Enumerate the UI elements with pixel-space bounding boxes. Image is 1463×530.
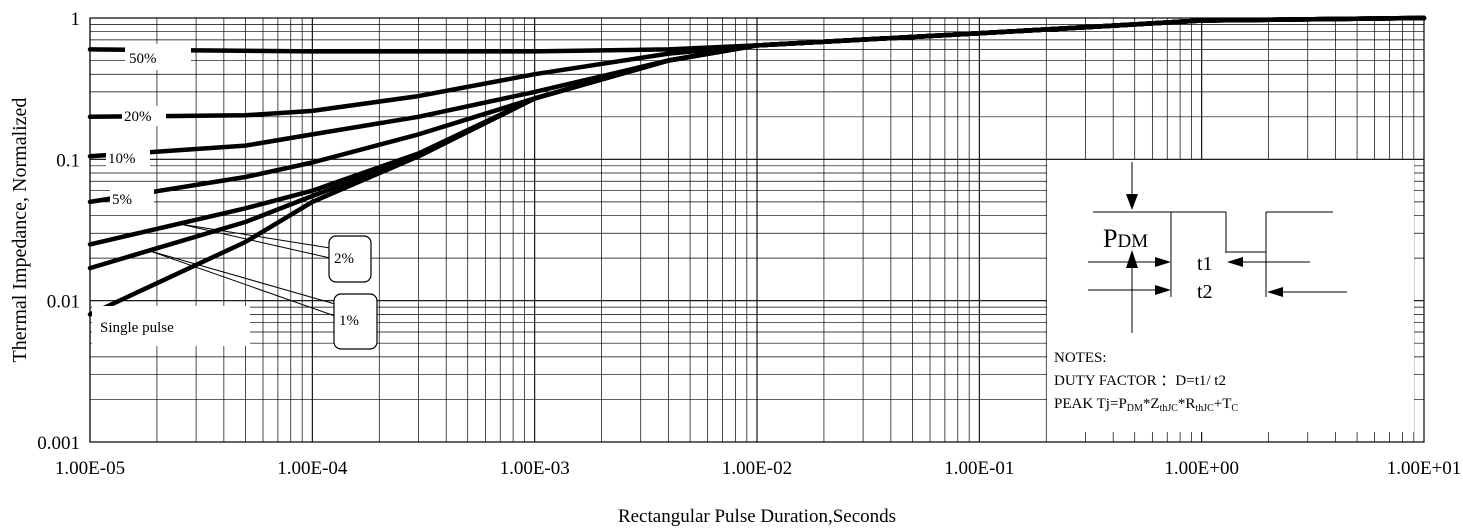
inset-background [1047,160,1414,432]
inset-notes-title: NOTES: [1054,350,1107,366]
inset-t2-arrow-left [1155,285,1171,295]
callout-leader-1b [149,250,336,317]
x-tick-label: 1.00E-01 [944,458,1014,479]
inset-t1-label: t1 [1197,253,1213,275]
x-axis-label: Rectangular Pulse Duration,Seconds [618,506,896,527]
callout-leader-1a [149,250,336,305]
x-tick-labels: 1.00E-05 1.00E-04 1.00E-03 1.00E-02 1.00E-01… [55,458,1461,479]
label-box-1 [333,293,378,350]
series-label-5: 5% [112,192,132,208]
x-tick-label: 1.00E-05 [55,458,125,479]
plot-frame [89,17,1425,443]
inset-arrow-down-head [1126,194,1138,210]
label-box-50 [125,44,191,70]
series-label-10: 10% [108,151,136,167]
series-lines [87,15,1427,317]
series-line-6 [87,15,1427,317]
label-box-10 [106,148,150,168]
series-label-50: 50% [129,51,157,67]
label-box-5 [110,188,154,208]
series-label-20: 20% [124,109,152,125]
inset-t2-arrow-right [1267,287,1283,297]
label-box-20 [122,106,166,126]
inset-arrow-up-head [1126,250,1138,268]
inset-duty-factor: DUTY FACTOR ：D=t1/ t2 [1054,373,1226,389]
y-tick-label: 0.001 [37,433,80,454]
x-tick-label: 1.00E+00 [1164,458,1239,479]
y-tick-label: 0.01 [47,292,80,313]
series-label-1: 1% [339,313,359,329]
series-labels: 50% 20% 10% 5% 2% 1% Single pulse [92,44,378,350]
x-tick-label: 1.00E-03 [500,458,570,479]
inset-t2-label: t2 [1197,281,1213,303]
y-tick-labels: 1 0.1 0.01 0.001 [37,9,80,454]
inset-peak-tj: PEAK Tj=PDM*ZthJC*RthJC+TC [1054,396,1238,414]
x-tick-label: 1.00E-04 [277,458,348,479]
y-tick-label: 1 [71,9,81,30]
inset-t1-arrow-right [1227,257,1243,267]
callout-leader-2a [179,223,331,249]
waveform-inset: PDM t1 t2 NOTES: DUTY FACTOR ：D=t1/ t2 P… [1047,160,1414,432]
series-label-single: Single pulse [100,320,174,336]
label-box-2 [328,235,372,283]
x-tick-label: 1.00E+01 [1387,458,1462,479]
y-axis-label: Thermal Impedance, Normalized [9,98,31,363]
series-label-2: 2% [334,251,354,267]
x-tick-label: 1.00E-02 [722,458,792,479]
label-box-single [92,306,250,346]
callout-leader-2b [179,223,331,259]
y-tick-label: 0.1 [56,150,80,171]
inset-t1-arrow-left [1155,257,1171,267]
